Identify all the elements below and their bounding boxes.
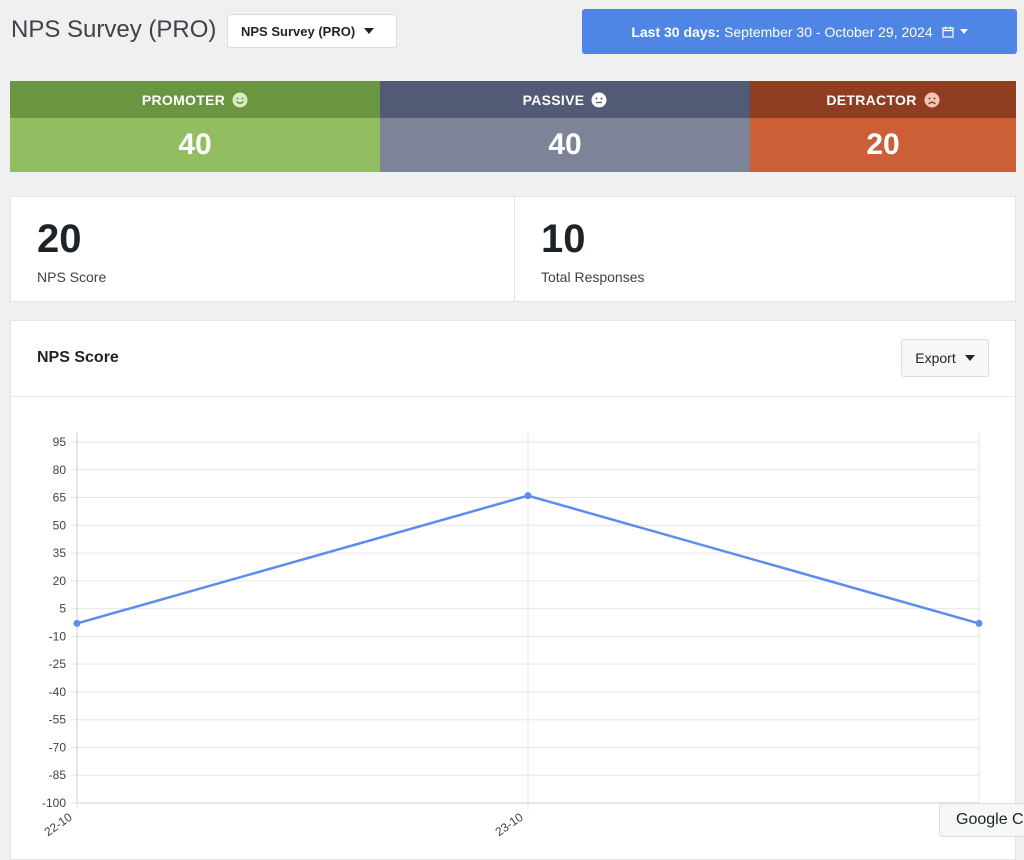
smile-face-icon — [232, 92, 248, 107]
detractor-header: DETRACTOR — [750, 81, 1016, 118]
chart-title: NPS Score — [37, 349, 119, 366]
date-range-value: September 30 - October 29, 2024 — [724, 23, 933, 40]
survey-select-value: NPS Survey (PRO) — [241, 23, 356, 39]
passive-value: 40 — [380, 118, 750, 172]
promoter-label: PROMOTER — [141, 91, 226, 108]
chevron-down-icon — [959, 29, 968, 34]
chevron-down-icon — [964, 355, 975, 361]
passive-header: PASSIVE — [380, 81, 750, 118]
nps-score-value: 20 — [37, 217, 82, 261]
chart-header: NPS Score Export — [11, 321, 1015, 397]
sad-face-icon — [924, 92, 940, 107]
passive-label: PASSIVE — [522, 91, 585, 108]
browser-tooltip: Google C — [939, 803, 1024, 837]
export-label: Export — [915, 350, 956, 366]
export-button[interactable]: Export — [901, 339, 989, 377]
passive-box: PASSIVE 40 — [380, 81, 750, 172]
promoter-header: PROMOTER — [10, 81, 380, 118]
detractor-box: DETRACTOR 20 — [750, 81, 1016, 172]
nps-score-label: NPS Score — [37, 269, 107, 285]
stats-panel: 20 NPS Score 10 Total Responses — [10, 196, 1016, 302]
date-range-button[interactable]: Last 30 days: September 30 - October 29,… — [582, 9, 1017, 54]
detractor-label: DETRACTOR — [826, 91, 917, 108]
promoter-value: 40 — [10, 118, 380, 172]
detractor-value: 20 — [750, 118, 1016, 172]
nps-score-stat: 20 NPS Score — [11, 197, 515, 301]
survey-select-dropdown[interactable]: NPS Survey (PRO) — [227, 14, 397, 48]
page-title: NPS Survey (PRO) — [11, 16, 217, 43]
neutral-face-icon — [591, 92, 607, 107]
nps-chart-card: NPS Score Export — [10, 320, 1016, 860]
total-responses-label: Total Responses — [541, 269, 645, 285]
total-responses-stat: 10 Total Responses — [515, 197, 1015, 301]
date-range-label: Last 30 days: — [631, 23, 721, 40]
total-responses-value: 10 — [541, 217, 586, 261]
promoter-box: PROMOTER 40 — [10, 81, 380, 172]
header-bar: NPS Survey (PRO) NPS Survey (PRO) Last 3… — [0, 0, 1024, 64]
calendar-icon — [942, 26, 954, 38]
chevron-down-icon — [364, 28, 375, 34]
